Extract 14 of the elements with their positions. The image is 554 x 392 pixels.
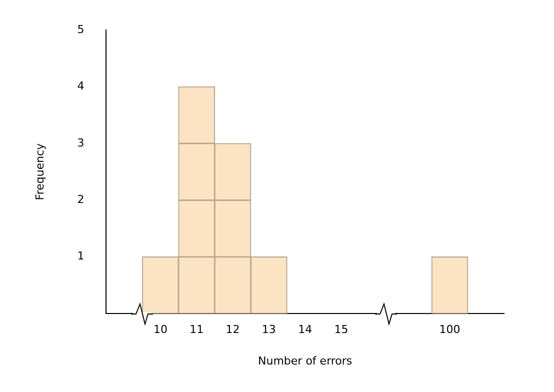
y-tick-label: 5: [77, 22, 84, 36]
y-tick-label: 4: [77, 80, 84, 93]
y-tick-label: 3: [77, 136, 84, 150]
x-tick-label: 13: [262, 323, 276, 336]
x-tick-label: 14: [298, 323, 312, 336]
x-tick-label: 100: [439, 323, 460, 336]
y-tick-label: 1: [77, 250, 84, 263]
y-tick-label: 2: [77, 193, 84, 206]
x-axis-title: Number of errors: [258, 354, 352, 368]
x-tick-label: 10: [153, 323, 168, 336]
x-tick-label: 11: [190, 323, 204, 336]
x-tick-label: 15: [334, 323, 348, 336]
y-axis-title: Frequency: [33, 142, 46, 200]
x-tick-label: 12: [226, 323, 240, 336]
